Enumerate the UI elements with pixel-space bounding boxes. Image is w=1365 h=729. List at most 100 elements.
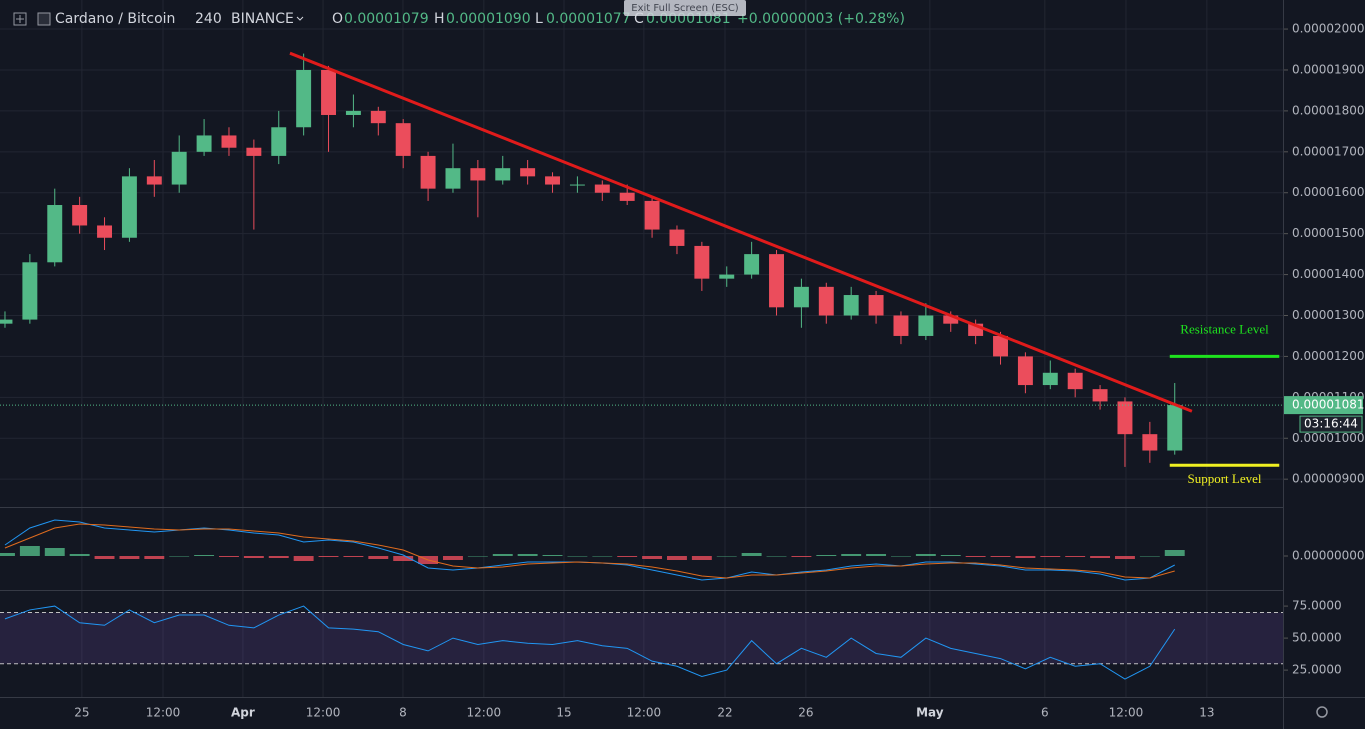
settings-icon[interactable]: [1316, 706, 1328, 718]
candle-body: [121, 176, 137, 238]
candle-body: [246, 147, 262, 156]
y-tick-label: 0.00001900: [1292, 62, 1365, 76]
y-tick-label: 0.00000900: [1292, 472, 1365, 486]
macd-histogram-bar: [567, 556, 588, 557]
rsi-line: [4, 605, 1176, 680]
x-tick-label: 15: [556, 706, 571, 720]
x-tick-label: 12:00: [467, 706, 502, 720]
y-tick-label: 50.0000: [1292, 631, 1342, 645]
candle-body: [196, 135, 212, 152]
exchange[interactable]: BINANCE: [231, 11, 294, 27]
y-tick-label: 0.00001200: [1292, 349, 1365, 363]
macd-histogram-bar: [990, 556, 1011, 557]
x-tick-label: 22: [717, 706, 732, 720]
macd-histogram-bar: [343, 556, 364, 557]
candle-body: [669, 229, 685, 246]
macd-histogram-bar: [617, 556, 638, 557]
macd-histogram-bar: [1164, 550, 1185, 556]
price-tag-box: [1283, 396, 1363, 415]
resistance-label: Resistance Level: [1180, 321, 1269, 336]
macd-histogram-bar: [891, 556, 911, 557]
candle-body: [569, 184, 585, 186]
x-tick-label: 8: [399, 706, 407, 720]
candle-body: [420, 155, 436, 189]
candle-body: [893, 315, 909, 336]
macd-histogram-bar: [866, 554, 887, 556]
macd-histogram-bar: [1115, 556, 1135, 559]
candle-body: [97, 225, 112, 238]
macd-histogram-bar: [44, 548, 65, 556]
x-tick-label: 12:00: [627, 706, 662, 720]
x-tick-label: 12:00: [1109, 706, 1144, 720]
support-label: Support Level: [1188, 471, 1262, 486]
x-tick-label: 25: [74, 706, 89, 720]
countdown-box: [1299, 415, 1363, 433]
x-tick-label: 26: [798, 706, 813, 720]
y-tick-label: 25.0000: [1292, 663, 1342, 677]
symbol[interactable]: Cardano / Bitcoin: [55, 11, 175, 27]
candle-body: [72, 205, 88, 226]
macd-histogram-bar: [219, 556, 239, 557]
macd-histogram-bar: [592, 556, 613, 557]
macd-histogram-bar: [169, 556, 190, 557]
symbol-icon[interactable]: [37, 12, 51, 26]
candle-body: [1017, 356, 1033, 386]
y-tick-label: 0.00000000: [1292, 549, 1365, 563]
exit-fullscreen-button[interactable]: [624, 0, 746, 16]
candle-body: [171, 151, 187, 185]
macd-histogram-bar: [69, 554, 90, 556]
macd-histogram-bar: [1090, 556, 1111, 558]
y-tick-label: 0.00001600: [1292, 185, 1365, 199]
candle-body: [744, 254, 760, 275]
macd-histogram-bar: [144, 556, 165, 559]
candle-body: [47, 205, 63, 263]
candle-body: [445, 168, 461, 189]
candle-body: [868, 295, 884, 316]
candle-body: [1067, 372, 1083, 390]
candle-body: [644, 200, 660, 230]
y-tick-label: 0.00001700: [1292, 144, 1365, 158]
macd-histogram-bar: [368, 556, 389, 559]
candle-body: [545, 176, 560, 185]
y-tick-label: 0.00001800: [1292, 103, 1365, 117]
candle-body: [594, 184, 610, 193]
candle-body: [793, 286, 809, 308]
candle-body: [395, 123, 411, 156]
macd-histogram-bar: [965, 556, 986, 557]
macd-histogram-bar: [393, 556, 414, 561]
candle-body: [470, 168, 486, 181]
candle-body: [1167, 405, 1183, 451]
y-tick-label: 0.00001000: [1292, 431, 1365, 445]
macd-histogram-bar: [1065, 556, 1086, 557]
y-tick-label: 75.0000: [1292, 599, 1342, 613]
signal-line: [4, 523, 1175, 579]
macd-histogram-bar: [741, 553, 762, 556]
candle-body: [694, 245, 710, 279]
macd-histogram-bar: [667, 556, 687, 560]
high-key: H: [434, 11, 445, 27]
macd-histogram-bar: [816, 555, 837, 556]
macd-histogram-bar: [19, 546, 40, 556]
dropdown-caret: [296, 16, 304, 21]
macd-histogram-bar: [542, 555, 563, 556]
macd-histogram-bar: [318, 556, 339, 557]
candle-body: [0, 319, 13, 324]
low-value: 0.00001077: [546, 11, 631, 27]
candle-body: [1142, 434, 1158, 451]
interval[interactable]: 240: [195, 11, 222, 27]
macd-histogram-bar: [1040, 556, 1061, 557]
candle-body: [843, 295, 859, 316]
candle-body: [22, 262, 38, 320]
candle-body: [1042, 372, 1058, 386]
candle-body: [769, 254, 784, 308]
candle-body: [1092, 389, 1108, 402]
open-value: 0.00001079: [344, 11, 429, 27]
exit-fullscreen-label[interactable]: Exit Full Screen (ESC): [631, 3, 739, 14]
add-icon[interactable]: [13, 12, 27, 26]
candle-body: [993, 335, 1008, 357]
macd-histogram-bar: [915, 554, 936, 556]
y-tick-label: 0.00002000: [1292, 22, 1365, 36]
